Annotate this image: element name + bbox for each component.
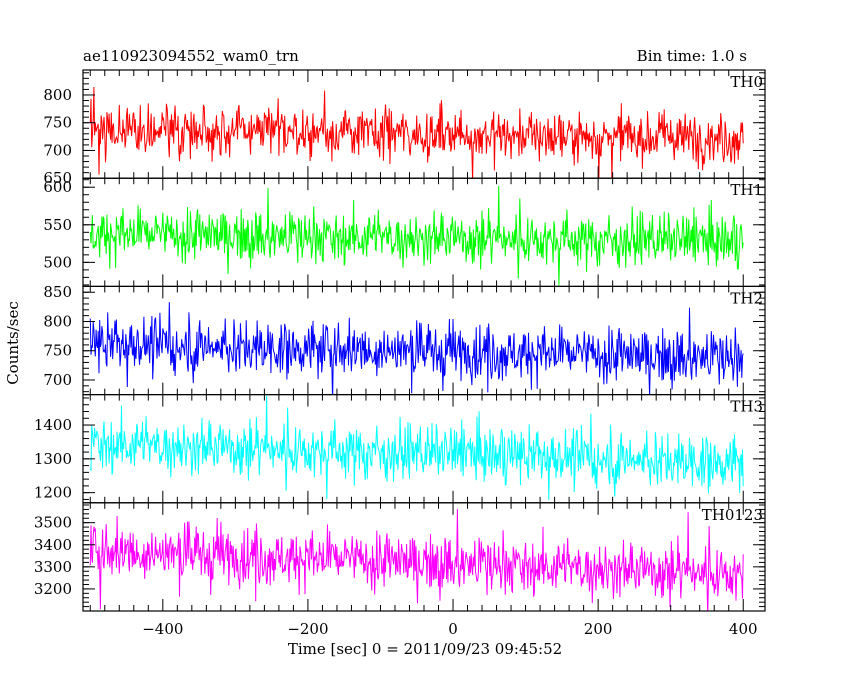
x-axis: −400 −200 0 200 400: [142, 620, 757, 638]
series-line-th3: [89, 394, 744, 501]
y-tick-label: 1300: [34, 450, 72, 468]
y-tick-label: 3500: [34, 514, 72, 532]
y-tick-label: 500: [43, 253, 72, 271]
panel-frame-th1: [82, 177, 766, 287]
bin-time-label: Bin time: 1.0 s: [637, 47, 747, 65]
panel-label-th0123: TH0123: [702, 506, 763, 524]
y-tick-label: 650: [43, 169, 72, 187]
chart-title: ae110923094552_wam0_trn: [83, 47, 299, 65]
series-line-th0: [89, 86, 744, 179]
y-tick-label: 700: [43, 141, 72, 159]
x-tick-label: 200: [584, 620, 613, 638]
y-tick-label: 1400: [34, 416, 72, 434]
panel-label-th2: TH2: [730, 289, 763, 307]
y-axis-label: Counts/sec: [4, 301, 22, 385]
series-line-th2: [89, 302, 744, 395]
x-tick-label: 400: [729, 620, 758, 638]
panel-th0123: 3200 3300 3400 3500 TH0123: [34, 502, 766, 612]
y-tick-label: 3300: [34, 558, 72, 576]
series-line-th1: [89, 185, 744, 286]
panel-th3: 1200 1300 1400 TH3: [34, 394, 766, 504]
panel-th1: 500 550 600 TH1: [43, 177, 766, 287]
series-line-th0123: [89, 509, 744, 611]
y-tick-label: 750: [43, 114, 72, 132]
y-tick-label: 1200: [34, 484, 72, 502]
x-tick-label: −200: [287, 620, 328, 638]
x-tick-label: 0: [448, 620, 458, 638]
y-tick-label: 850: [43, 283, 72, 301]
y-tick-label: 3200: [34, 580, 72, 598]
panel-th2: 700 750 800 850 TH2: [43, 283, 766, 396]
y-tick-label: 750: [43, 342, 72, 360]
y-tick-label: 800: [43, 86, 72, 104]
x-axis-label: Time [sec] 0 = 2011/09/23 09:45:52: [288, 640, 562, 658]
x-tick-label: −400: [142, 620, 183, 638]
y-tick-label: 800: [43, 312, 72, 330]
panels-layer: 650 700 750 800 TH0 500 550 600 TH1 700 750 800 850 T…: [34, 69, 766, 612]
y-tick-label: 3400: [34, 536, 72, 554]
y-tick-label: 550: [43, 216, 72, 234]
y-tick-label: 600: [43, 178, 72, 196]
panel-label-th3: TH3: [730, 398, 763, 416]
y-tick-label: 700: [43, 371, 72, 389]
panel-th0: 650 700 750 800 TH0: [43, 69, 766, 187]
panel-label-th0: TH0: [730, 73, 763, 91]
panel-label-th1: TH1: [730, 181, 763, 199]
